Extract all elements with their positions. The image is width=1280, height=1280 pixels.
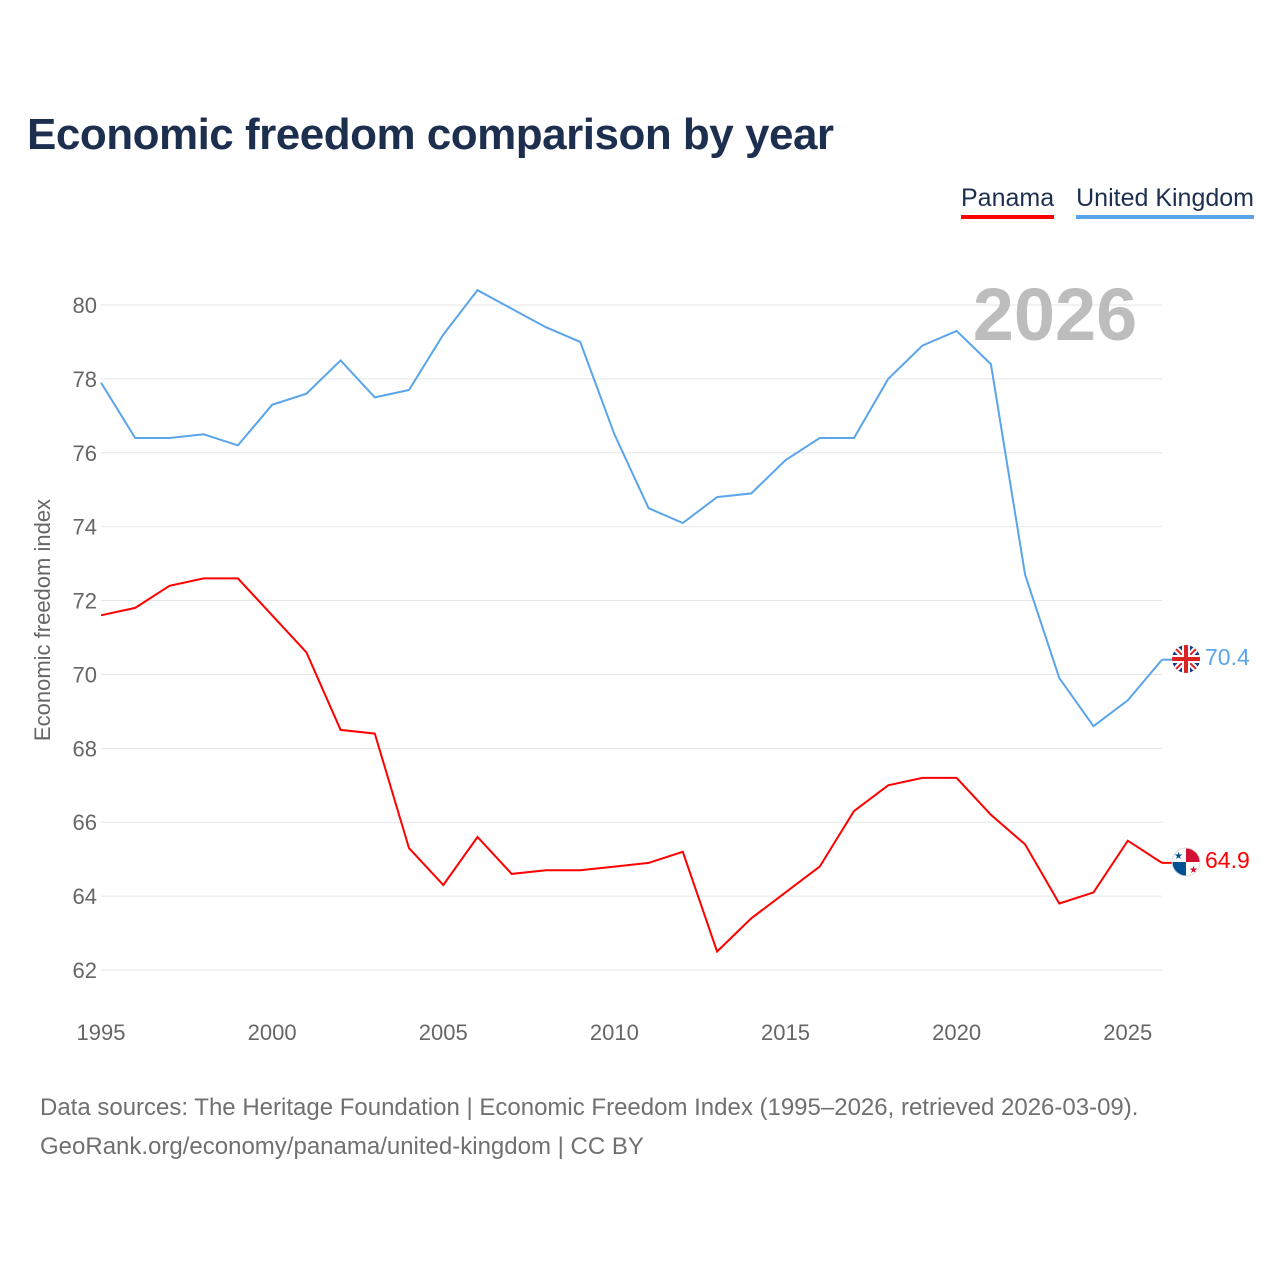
x-tick-label: 1995 xyxy=(77,1020,126,1045)
panama-flag-icon: ★ ★ xyxy=(1171,847,1201,877)
y-axis-label: Economic freedom index xyxy=(30,499,55,741)
chart-title: Economic freedom comparison by year xyxy=(27,110,834,159)
united-kingdom-end-label: 70.4 xyxy=(1205,644,1250,670)
united-kingdom-flag-icon xyxy=(1172,645,1200,673)
x-tick-label: 2015 xyxy=(761,1020,810,1045)
y-tick-label: 78 xyxy=(73,367,97,392)
series-line-united-kingdom xyxy=(100,288,1163,728)
data-source-note: Data sources: The Heritage Foundation | … xyxy=(40,1094,1139,1121)
panama-end-label: 64.9 xyxy=(1205,847,1250,873)
y-tick-label: 68 xyxy=(73,736,97,761)
year-watermark: 2026 xyxy=(973,273,1138,356)
y-tick-label: 80 xyxy=(73,293,97,318)
x-tick-label: 2010 xyxy=(590,1020,639,1045)
y-tick-label: 72 xyxy=(73,589,97,614)
x-tick-label: 2000 xyxy=(248,1020,297,1045)
footer: Data sources: The Heritage Foundation | … xyxy=(40,1088,1138,1166)
x-tick-label: 2005 xyxy=(419,1020,468,1045)
source-link[interactable]: GeoRank.org/economy/panama/united-kingdo… xyxy=(40,1133,644,1160)
legend-item-panama[interactable]: Panama xyxy=(960,184,1055,219)
y-tick-label: 66 xyxy=(73,810,97,835)
legend: Panama United Kingdom xyxy=(960,184,1254,219)
y-tick-label: 70 xyxy=(73,662,97,687)
y-tick-label: 74 xyxy=(73,515,97,540)
series-line-panama xyxy=(100,577,1163,954)
y-tick-label: 62 xyxy=(73,958,97,983)
x-tick-label: 2020 xyxy=(932,1020,981,1045)
legend-item-united-kingdom[interactable]: United Kingdom xyxy=(1076,184,1254,219)
y-tick-label: 64 xyxy=(73,884,97,909)
svg-text:★: ★ xyxy=(1189,865,1198,876)
svg-text:★: ★ xyxy=(1174,851,1183,862)
x-tick-label: 2025 xyxy=(1103,1020,1152,1045)
y-tick-label: 76 xyxy=(73,441,97,466)
